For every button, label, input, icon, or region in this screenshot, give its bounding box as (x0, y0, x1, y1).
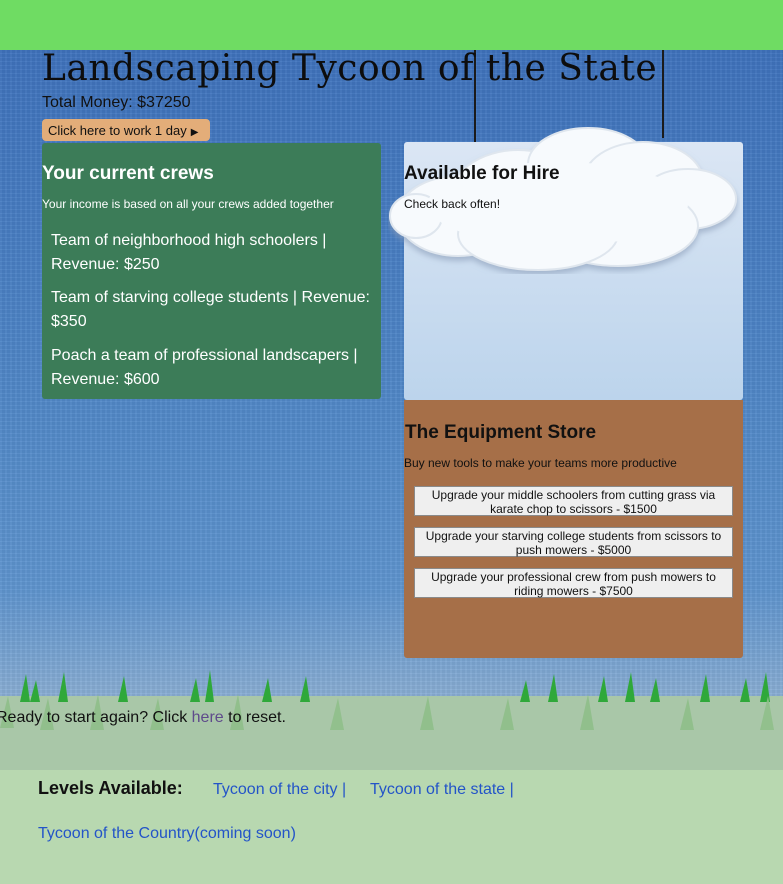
level-link-country[interactable]: Tycoon of the Country(coming soon) (38, 825, 296, 842)
levels-footer: Levels Available: Tycoon of the city | T… (0, 770, 783, 884)
store-subtitle: Buy new tools to make your teams more pr… (404, 456, 677, 470)
upgrade-button[interactable]: Upgrade your starving college students f… (414, 527, 733, 557)
crew-item: Team of neighborhood high schoolers | Re… (51, 232, 327, 273)
reset-link[interactable]: here (191, 709, 224, 726)
upgrade-button[interactable]: Upgrade your middle schoolers from cutti… (414, 486, 733, 516)
crews-subtitle: Your income is based on all your crews a… (42, 197, 334, 211)
cloud-string-left (474, 50, 476, 142)
levels-label: Levels Available: (38, 778, 183, 798)
cloud-icon (389, 127, 737, 271)
crews-heading: Your current crews (42, 163, 214, 184)
work-day-button[interactable]: Click here to work 1 day ▶ (42, 119, 210, 141)
top-bar (0, 0, 783, 50)
work-day-label: Click here to work 1 day (48, 122, 187, 138)
hire-content: Available for Hire Check back often! (404, 142, 743, 400)
store-heading: The Equipment Store (405, 422, 597, 443)
level-link-city[interactable]: Tycoon of the city | (213, 781, 347, 798)
reset-text-after: to reset. (223, 709, 286, 726)
crew-item: Team of starving college students | Reve… (51, 289, 370, 330)
grass-icon (0, 670, 783, 770)
crew-item: Poach a team of professional landscapers… (51, 347, 358, 388)
equipment-store-panel: The Equipment Store Buy new tools to mak… (404, 400, 743, 658)
level-link-state[interactable]: Tycoon of the state | (370, 781, 514, 798)
hire-subtitle: Check back often! (404, 197, 501, 211)
crews-panel: Your current crews Your income is based … (42, 143, 381, 399)
total-money: Total Money: $37250 (42, 94, 191, 111)
upgrade-button[interactable]: Upgrade your professional crew from push… (414, 568, 733, 598)
reset-text-before: Ready to start again? Click (0, 709, 192, 726)
cloud-string-right (662, 50, 664, 138)
reset-line: Ready to start again? Click here to rese… (0, 709, 286, 727)
page-title: Landscaping Tycoon of the State (42, 48, 658, 89)
caret-right-icon: ▶ (190, 126, 199, 138)
hire-heading: Available for Hire (404, 163, 560, 184)
